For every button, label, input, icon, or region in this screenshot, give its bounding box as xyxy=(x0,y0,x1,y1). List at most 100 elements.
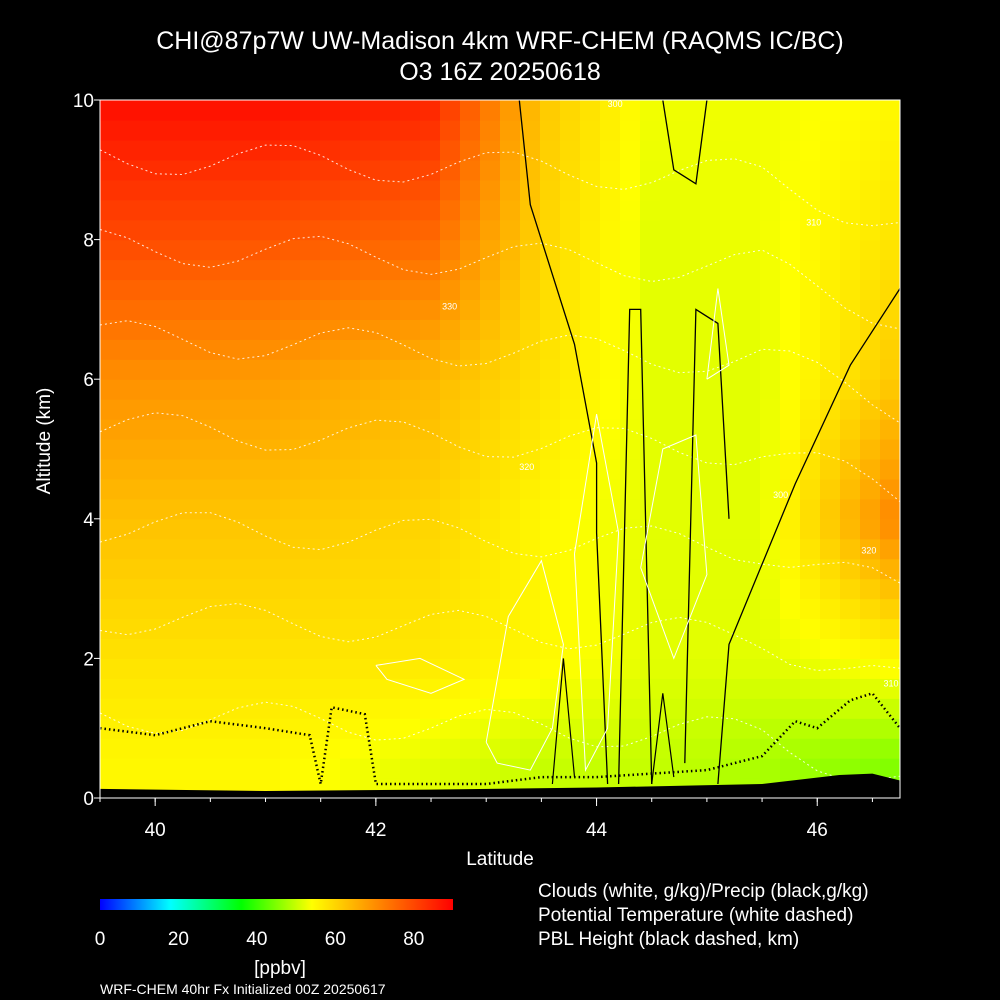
heatmap-cell xyxy=(600,219,621,241)
heatmap-cell xyxy=(520,239,541,261)
heatmap-cell xyxy=(840,618,861,640)
heatmap-cell xyxy=(420,478,441,500)
heatmap-cell xyxy=(760,239,781,261)
heatmap-cell xyxy=(160,139,181,161)
heatmap-cell xyxy=(740,119,761,141)
heatmap-cell xyxy=(800,498,821,520)
heatmap-cell xyxy=(140,658,161,679)
heatmap-cell xyxy=(620,139,641,161)
heatmap-cell xyxy=(340,478,361,500)
heatmap-cell xyxy=(720,119,741,141)
heatmap-cell xyxy=(500,758,521,779)
heatmap-cell xyxy=(460,100,481,121)
heatmap-cell xyxy=(720,498,741,520)
heatmap-cell xyxy=(100,139,121,161)
heatmap-cell xyxy=(440,638,461,659)
heatmap-cell xyxy=(260,638,281,659)
heatmap-cell xyxy=(200,359,221,380)
heatmap-cell xyxy=(360,100,381,121)
heatmap-cell xyxy=(740,458,761,480)
y-tick-label: 0 xyxy=(83,789,94,810)
heatmap-cell xyxy=(460,558,481,580)
heatmap-cell xyxy=(860,179,881,201)
heatmap-cell xyxy=(200,618,221,640)
heatmap-cell xyxy=(700,399,721,420)
heatmap-cell xyxy=(180,538,201,560)
heatmap-cell xyxy=(180,299,201,320)
heatmap-cell xyxy=(400,638,421,659)
heatmap-cell xyxy=(880,439,900,460)
heatmap-cell xyxy=(780,538,801,560)
heatmap-cell xyxy=(840,638,861,659)
heatmap-cell xyxy=(800,159,821,181)
heatmap-cell xyxy=(260,279,281,301)
heatmap-cell xyxy=(300,738,321,759)
heatmap-cell xyxy=(140,518,161,540)
heatmap-cell xyxy=(740,698,761,719)
heatmap-cell xyxy=(140,359,161,380)
potential-temperature-label: 300 xyxy=(773,490,788,500)
heatmap-cell xyxy=(400,419,421,440)
heatmap-cell xyxy=(180,379,201,400)
y-tick-label: 4 xyxy=(83,510,94,531)
heatmap-cell xyxy=(860,638,881,659)
heatmap-cell xyxy=(440,379,461,400)
heatmap-cell xyxy=(820,538,841,560)
heatmap-cell xyxy=(200,419,221,440)
heatmap-cell xyxy=(360,658,381,679)
heatmap-cell xyxy=(140,618,161,640)
heatmap-cell xyxy=(200,179,221,201)
heatmap-cell xyxy=(500,379,521,400)
heatmap-cell xyxy=(760,359,781,380)
heatmap-cell xyxy=(120,179,141,201)
heatmap-cell xyxy=(140,199,161,221)
heatmap-cell xyxy=(760,299,781,320)
heatmap-cell xyxy=(260,199,281,221)
heatmap-cell xyxy=(380,179,401,201)
heatmap-cell xyxy=(620,618,641,640)
heatmap-cell xyxy=(280,359,301,380)
heatmap-cell xyxy=(380,319,401,340)
heatmap-cell xyxy=(640,578,661,600)
heatmap-cell xyxy=(660,339,681,360)
heatmap-cell xyxy=(600,159,621,181)
heatmap-cell xyxy=(340,498,361,520)
heatmap-cell xyxy=(120,458,141,480)
heatmap-cell xyxy=(720,439,741,460)
heatmap-cell xyxy=(560,578,581,600)
heatmap-cell xyxy=(160,259,181,281)
heatmap-cell xyxy=(480,458,501,480)
heatmap-cell xyxy=(840,339,861,360)
heatmap-cell xyxy=(160,458,181,480)
heatmap-cell xyxy=(600,618,621,640)
heatmap-cell xyxy=(460,658,481,679)
y-axis-label: Altitude (km) xyxy=(34,387,55,495)
heatmap-cell xyxy=(440,199,461,221)
heatmap-cell xyxy=(660,558,681,580)
heatmap-cell xyxy=(740,618,761,640)
heatmap-cell xyxy=(500,239,521,261)
heatmap-cell xyxy=(140,100,161,121)
heatmap-cell xyxy=(360,419,381,440)
heatmap-cell xyxy=(880,319,900,340)
heatmap-cell xyxy=(160,698,181,719)
heatmap-cell xyxy=(300,538,321,560)
heatmap-cell xyxy=(120,439,141,460)
heatmap-cell xyxy=(700,379,721,400)
heatmap-cell xyxy=(220,638,241,659)
heatmap-cell xyxy=(320,119,341,141)
heatmap-cell xyxy=(180,698,201,719)
heatmap-cell xyxy=(560,538,581,560)
heatmap-cell xyxy=(100,618,121,640)
heatmap-cell xyxy=(760,598,781,620)
heatmap-cell xyxy=(520,638,541,659)
heatmap-cell xyxy=(800,379,821,400)
heatmap-cell xyxy=(520,179,541,201)
heatmap-cell xyxy=(260,379,281,400)
heatmap-cell xyxy=(720,478,741,500)
terrain xyxy=(100,773,900,798)
heatmap-cell xyxy=(680,439,701,460)
heatmap-cell xyxy=(820,518,841,540)
heatmap-cell xyxy=(600,638,621,659)
heatmap-cell xyxy=(180,558,201,580)
